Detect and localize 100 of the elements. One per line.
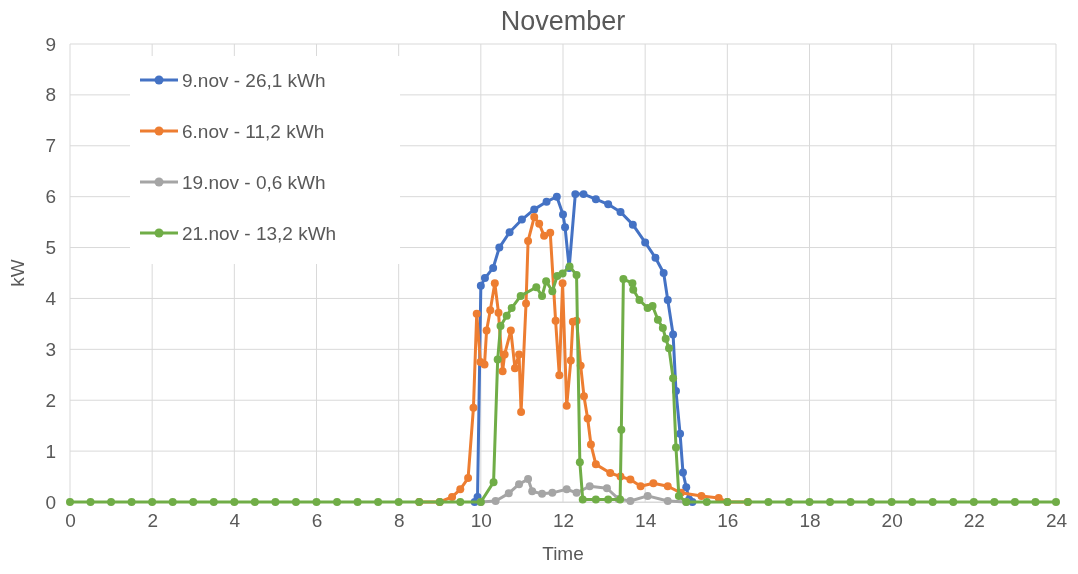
point: [505, 228, 514, 237]
point: [659, 269, 668, 277]
legend-label: 21.nov - 13,2 kWh: [182, 223, 337, 244]
x-tick-label: 16: [717, 510, 739, 532]
point: [616, 207, 625, 216]
legend-label: 9.nov - 26,1 kWh: [182, 70, 326, 91]
point: [495, 243, 504, 252]
point: [643, 491, 652, 500]
point: [469, 403, 478, 412]
point: [663, 295, 672, 304]
point: [530, 213, 539, 221]
point: [456, 485, 465, 494]
point: [476, 281, 485, 290]
y-tick-label: 9: [45, 33, 56, 55]
x-tick-label: 0: [65, 510, 76, 532]
point: [626, 497, 635, 505]
point: [571, 190, 580, 199]
y-axis-title: kW: [7, 259, 28, 287]
point: [528, 487, 537, 496]
point: [480, 360, 489, 369]
point: [555, 371, 564, 380]
point: [489, 263, 498, 272]
point: [626, 475, 635, 484]
point: [504, 489, 513, 498]
point: [464, 474, 473, 483]
chart-title: November: [500, 6, 626, 36]
x-tick-label: 10: [470, 510, 492, 532]
point: [602, 484, 611, 493]
point: [559, 210, 567, 219]
point: [472, 309, 481, 318]
point: [676, 429, 685, 438]
x-tick-label: 8: [393, 510, 405, 532]
point: [714, 493, 723, 502]
point: [579, 190, 588, 199]
point: [546, 228, 555, 237]
y-tick-label: 8: [45, 84, 56, 106]
point: [524, 236, 533, 245]
x-tick-label: 18: [799, 510, 821, 532]
y-tick-label: 3: [45, 338, 56, 360]
point: [641, 238, 650, 247]
x-tick-label: 20: [881, 510, 903, 532]
point: [606, 469, 615, 477]
point: [506, 326, 515, 335]
x-axis-title: Time: [542, 543, 584, 564]
point: [494, 308, 503, 317]
point: [517, 407, 526, 416]
point: [535, 219, 544, 228]
point: [561, 223, 570, 232]
point: [566, 356, 575, 365]
point: [538, 489, 547, 498]
x-tick-label: 14: [635, 510, 657, 532]
x-tick-label: 4: [229, 510, 241, 532]
x-tick-label: 24: [1045, 510, 1068, 532]
y-tick-label: 5: [45, 237, 56, 259]
point: [572, 488, 581, 497]
point: [579, 392, 588, 401]
y-tick-label: 7: [45, 135, 56, 157]
x-tick-label: 6: [311, 510, 323, 532]
point: [498, 367, 507, 376]
point: [663, 482, 672, 491]
point: [558, 279, 567, 288]
point: [530, 205, 539, 214]
point: [636, 482, 645, 491]
point: [649, 479, 658, 488]
point: [651, 253, 660, 262]
point: [678, 468, 687, 477]
point: [585, 482, 594, 491]
point: [491, 497, 500, 505]
point: [604, 200, 613, 209]
legend-label: 19.nov - 0,6 kWh: [182, 172, 326, 193]
point: [548, 488, 557, 497]
point: [486, 306, 495, 315]
point: [562, 401, 571, 410]
y-tick-label: 6: [45, 186, 56, 208]
point: [522, 299, 531, 308]
point: [490, 279, 499, 288]
point: [551, 316, 560, 325]
point: [542, 197, 551, 206]
point: [591, 195, 600, 204]
y-tick-label: 4: [45, 288, 57, 310]
point: [552, 192, 561, 201]
point: [697, 491, 706, 500]
point: [515, 480, 524, 489]
y-tick-label: 2: [45, 389, 56, 411]
point: [517, 215, 526, 224]
point: [524, 475, 533, 484]
x-tick-label: 2: [147, 510, 158, 532]
point: [515, 350, 524, 359]
point: [586, 440, 595, 449]
point: [663, 497, 672, 505]
y-tick-label: 1: [45, 440, 56, 462]
point: [448, 492, 457, 501]
x-tick-label: 12: [552, 510, 575, 532]
point: [669, 330, 678, 339]
point: [540, 231, 549, 240]
y-tick-label: 0: [45, 491, 56, 513]
x-tick-label: 22: [963, 510, 985, 532]
point: [591, 460, 600, 469]
point: [480, 274, 489, 283]
legend-label: 6.nov - 11,2 kWh: [182, 121, 325, 142]
